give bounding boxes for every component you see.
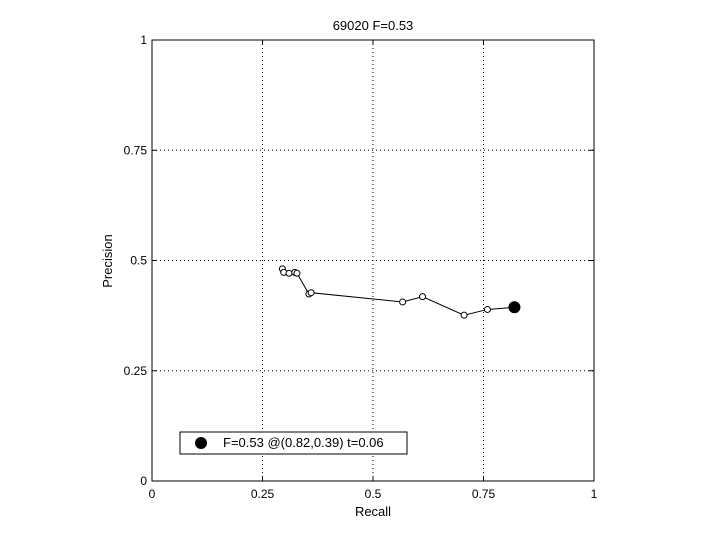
legend-box xyxy=(179,431,408,455)
data-point xyxy=(307,289,315,297)
legend-marker xyxy=(195,437,207,449)
x-tick-label: 0.75 xyxy=(472,487,496,501)
data-point xyxy=(399,298,407,306)
y-tick-label: 0 xyxy=(140,474,147,488)
legend: F=0.53 @(0.82,0.39) t=0.06 xyxy=(179,431,408,455)
data-point xyxy=(460,311,468,319)
y-tick-label: 0.75 xyxy=(124,143,148,157)
chart-title: 69020 F=0.53 xyxy=(333,18,414,33)
data-point xyxy=(293,269,301,277)
best-f-point xyxy=(508,301,521,314)
x-axis-label: Recall xyxy=(355,504,391,519)
x-tick-label: 0 xyxy=(149,487,156,501)
grid-lines xyxy=(152,40,594,481)
data-point xyxy=(419,293,427,301)
y-tick-label: 0.5 xyxy=(130,254,147,268)
x-tick-label: 0.25 xyxy=(251,487,275,501)
tick-layer: 0 0.25 0.5 0.75 1 0 0.25 0.5 0.75 1 xyxy=(124,33,598,501)
data-point xyxy=(285,269,293,277)
series-layer xyxy=(278,265,521,319)
y-tick-label: 0.25 xyxy=(124,364,148,378)
data-point xyxy=(483,305,491,313)
legend-text: F=0.53 @(0.82,0.39) t=0.06 xyxy=(223,435,384,450)
y-tick-label: 1 xyxy=(140,33,147,47)
x-tick-label: 0.5 xyxy=(365,487,382,501)
x-tick-label: 1 xyxy=(591,487,598,501)
y-axis-label: Precision xyxy=(100,234,115,287)
